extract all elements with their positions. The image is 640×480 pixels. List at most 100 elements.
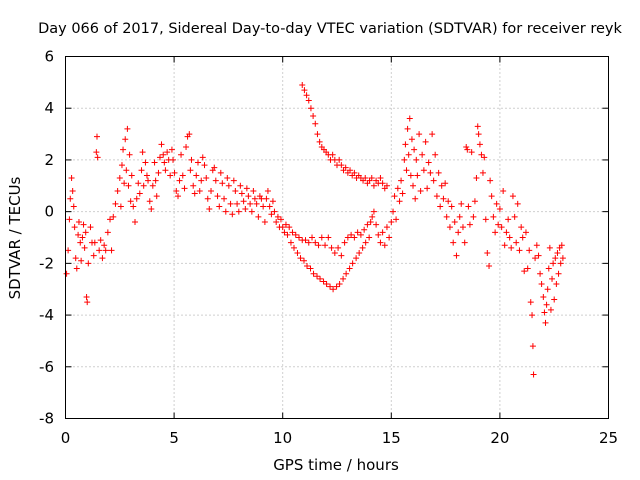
data-point <box>388 218 395 225</box>
data-point <box>438 182 445 189</box>
data-point <box>126 151 133 158</box>
y-tick-label: 0 <box>44 203 54 221</box>
y-tick-label: -2 <box>39 254 54 272</box>
data-point <box>135 180 142 187</box>
data-point <box>148 206 155 213</box>
data-point <box>156 154 163 161</box>
data-point <box>216 203 223 210</box>
data-point <box>533 242 540 249</box>
data-point <box>247 200 254 207</box>
data-point <box>312 120 319 127</box>
data-point <box>546 244 553 251</box>
data-point <box>486 262 493 269</box>
data-point <box>273 218 280 225</box>
data-point <box>322 242 329 249</box>
data-point <box>229 211 236 218</box>
data-point <box>93 133 100 140</box>
data-point <box>122 136 129 143</box>
data-point <box>237 182 244 189</box>
data-point <box>284 231 291 238</box>
data-point <box>208 187 215 194</box>
data-point <box>69 187 76 194</box>
data-point <box>407 172 414 179</box>
data-point <box>455 229 462 236</box>
data-point <box>503 229 510 236</box>
data-point <box>314 273 321 280</box>
data-point <box>186 131 193 138</box>
x-tick-label: 15 <box>382 429 401 447</box>
data-point <box>413 156 420 163</box>
data-point <box>349 260 356 267</box>
data-point <box>170 156 177 163</box>
data-point <box>303 92 310 99</box>
data-point <box>552 255 559 262</box>
data-point <box>230 177 237 184</box>
data-point <box>396 198 403 205</box>
data-point <box>162 167 169 174</box>
data-point <box>419 151 426 158</box>
data-point <box>402 141 409 148</box>
data-point <box>108 247 115 254</box>
data-point <box>417 187 424 194</box>
data-point <box>335 244 342 251</box>
data-point <box>529 343 536 350</box>
data-point <box>63 270 70 277</box>
data-point <box>314 131 321 138</box>
data-point <box>225 182 232 189</box>
data-point <box>555 270 562 277</box>
data-point <box>390 208 397 215</box>
data-point <box>140 182 147 189</box>
data-point <box>191 190 198 197</box>
data-point <box>235 208 242 215</box>
data-point <box>553 281 560 288</box>
data-point <box>526 247 533 254</box>
plot-frame <box>65 56 609 419</box>
data-point <box>199 154 206 161</box>
data-point <box>300 257 307 264</box>
data-point <box>521 268 528 275</box>
data-point <box>516 247 523 254</box>
data-point <box>302 237 309 244</box>
data-point <box>194 159 201 166</box>
data-point <box>104 229 111 236</box>
data-point <box>429 131 436 138</box>
data-point <box>425 159 432 166</box>
y-axis-label: SDTVAR / TECUs <box>6 176 24 299</box>
data-point <box>338 162 345 169</box>
data-point <box>204 195 211 202</box>
x-tick-label: 25 <box>599 429 618 447</box>
data-point <box>479 169 486 176</box>
data-point <box>125 182 132 189</box>
data-point <box>329 151 336 158</box>
data-point <box>67 195 74 202</box>
data-points <box>63 81 566 378</box>
y-tick-label: -6 <box>39 358 54 376</box>
data-point <box>466 221 473 228</box>
data-point <box>336 281 343 288</box>
data-point <box>478 151 485 158</box>
data-point <box>310 112 317 119</box>
data-point <box>66 216 73 223</box>
data-point <box>463 144 470 150</box>
data-point <box>432 151 439 158</box>
data-point <box>393 216 400 223</box>
data-point <box>451 218 458 225</box>
data-point <box>243 185 250 192</box>
data-point <box>375 231 382 238</box>
data-point <box>253 200 260 207</box>
data-point <box>411 146 418 153</box>
data-point <box>81 244 88 251</box>
data-point <box>373 221 380 228</box>
data-point <box>420 167 427 174</box>
data-point <box>501 242 508 249</box>
data-point <box>442 180 449 187</box>
data-point <box>540 293 547 300</box>
data-point <box>260 203 267 210</box>
data-point <box>338 252 345 259</box>
data-point <box>130 203 137 210</box>
data-point <box>242 206 249 213</box>
data-point <box>294 250 301 257</box>
data-point <box>82 229 89 236</box>
data-point <box>430 177 437 184</box>
data-point <box>464 146 471 153</box>
